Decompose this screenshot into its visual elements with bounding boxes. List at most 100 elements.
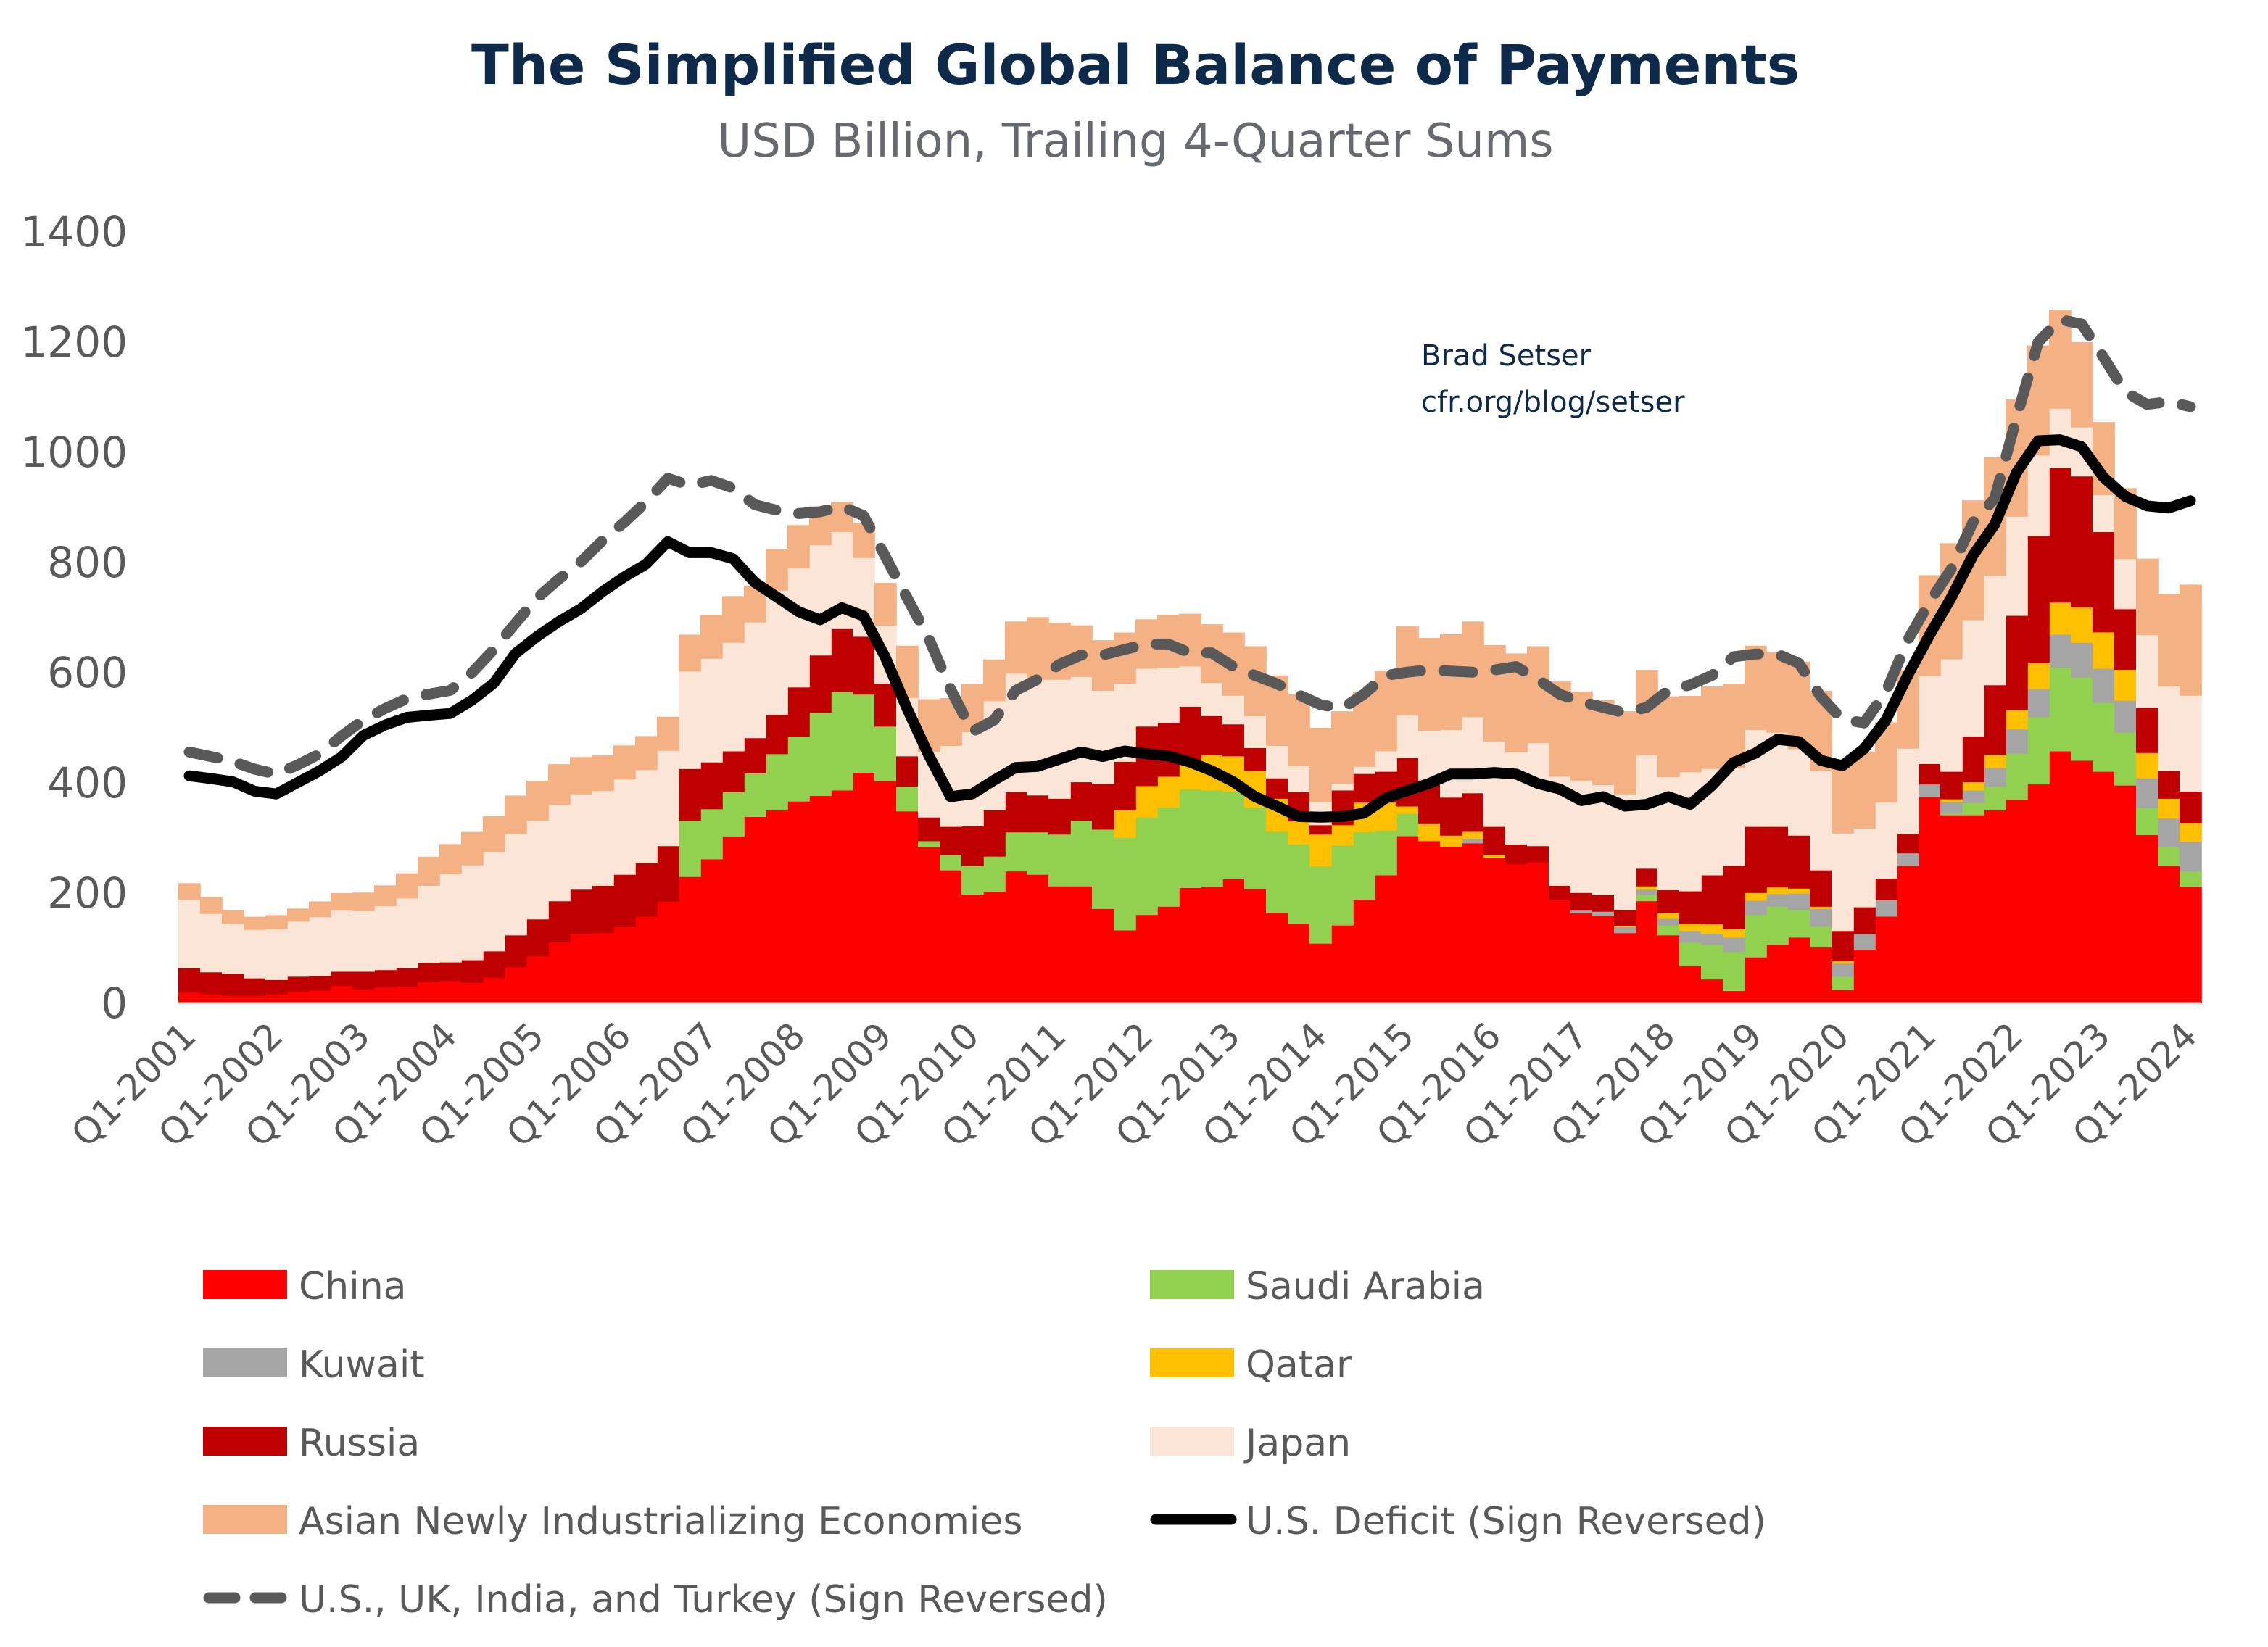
area-segment (1440, 835, 1462, 847)
area-segment (1418, 638, 1441, 731)
area-segment (1179, 706, 1201, 762)
area-segment (918, 817, 940, 842)
area-segment (787, 736, 810, 802)
area-segment (352, 989, 375, 1004)
area-segment (1875, 878, 1897, 900)
area-segment (1570, 892, 1593, 911)
area-segment (744, 737, 766, 773)
area-segment (700, 808, 723, 860)
y-tick-label: 800 (47, 538, 128, 587)
area-segment (874, 683, 897, 727)
area-segment (1962, 815, 1984, 1004)
area-segment (2180, 871, 2202, 887)
area-segment (1288, 694, 1310, 767)
area-segment (1679, 771, 1702, 892)
area-segment (222, 995, 244, 1004)
area-segment (635, 769, 658, 863)
area-segment (505, 966, 527, 1004)
legend-label: U.S., UK, India, and Turkey (Sign Revers… (299, 1578, 1108, 1622)
area-segment (1810, 906, 1832, 909)
area-segment (1788, 748, 1810, 836)
area-segment (483, 852, 505, 952)
area-segment (1505, 752, 1528, 845)
area-segment (1679, 890, 1702, 924)
area-segment (1331, 925, 1354, 1004)
area-segment (200, 994, 223, 1004)
area-segment (1396, 715, 1419, 758)
area-segment (1940, 801, 1963, 814)
area-segment (809, 544, 832, 656)
area-segment (178, 899, 201, 968)
area-segment (2006, 729, 2028, 754)
area-segment (1853, 828, 1876, 908)
y-tick-label: 400 (47, 758, 128, 808)
area-segment (983, 856, 1006, 892)
area-segment (1375, 750, 1397, 772)
area-segment (2093, 631, 2115, 669)
area-segment (331, 893, 353, 911)
legend-item: U.S., UK, India, and Turkey (Sign Revers… (203, 1578, 1108, 1622)
legend-label: Kuwait (299, 1343, 425, 1387)
area-segment (1984, 810, 2006, 1004)
solid-line-us-deficit (183, 434, 2196, 823)
area-segment (831, 691, 853, 791)
area-segment (1266, 831, 1288, 913)
area-segment (1244, 888, 1267, 1004)
area-segment (1157, 807, 1180, 907)
area-segment (1244, 807, 1267, 889)
area-segment (1723, 767, 1745, 866)
area-segment (766, 753, 788, 810)
area-segment (1984, 786, 2006, 810)
area-segment (1266, 745, 1288, 779)
area-segment (592, 790, 614, 886)
area-segment (2027, 716, 2050, 785)
area-segment (1527, 845, 1549, 863)
legend-item: Russia (203, 1422, 420, 1465)
area-segment (570, 794, 592, 890)
area-segment (1048, 886, 1071, 1004)
area-segment (548, 804, 571, 902)
area-segment (1179, 887, 1201, 1004)
area-segment (2027, 784, 2050, 1004)
area-segment (1309, 824, 1332, 835)
area-segment (940, 826, 962, 855)
area-segment (1745, 892, 1767, 901)
area-segment (657, 716, 679, 751)
area-segment (1440, 846, 1462, 1004)
area-segment (265, 915, 288, 929)
area-segment (1483, 741, 1506, 827)
area-segment (309, 976, 331, 991)
area-segment (1527, 861, 1549, 1004)
area-segment (244, 916, 266, 930)
area-segment (1331, 711, 1354, 784)
area-segment (178, 992, 201, 1004)
area-segment (1810, 870, 1832, 907)
area-segment (1222, 791, 1245, 879)
area-segment (309, 990, 331, 1004)
area-segment (331, 910, 353, 972)
area-segment (1288, 844, 1310, 924)
area-segment (1222, 723, 1245, 757)
area-segment (2027, 689, 2050, 718)
area-segment (1048, 622, 1071, 680)
area-segment (1114, 929, 1136, 1004)
area-segment (787, 801, 810, 1004)
area-segment (1940, 771, 1963, 800)
area-segment (2071, 760, 2093, 1004)
area-segment (222, 923, 244, 974)
area-segment (2071, 342, 2093, 428)
area-segment (1027, 874, 1049, 1004)
area-segment (766, 590, 788, 715)
legend-label: U.S. Deficit (Sign Reversed) (1246, 1500, 1766, 1543)
area-segment (1005, 621, 1027, 674)
area-segment (2049, 667, 2072, 752)
area-segment (1679, 966, 1702, 1004)
area-segment (1048, 834, 1071, 887)
area-segment (853, 636, 875, 695)
area-segment (526, 918, 549, 957)
area-segment (2136, 808, 2159, 836)
area-segment (483, 950, 505, 978)
area-segment (1853, 751, 1876, 829)
area-segment (722, 596, 745, 643)
